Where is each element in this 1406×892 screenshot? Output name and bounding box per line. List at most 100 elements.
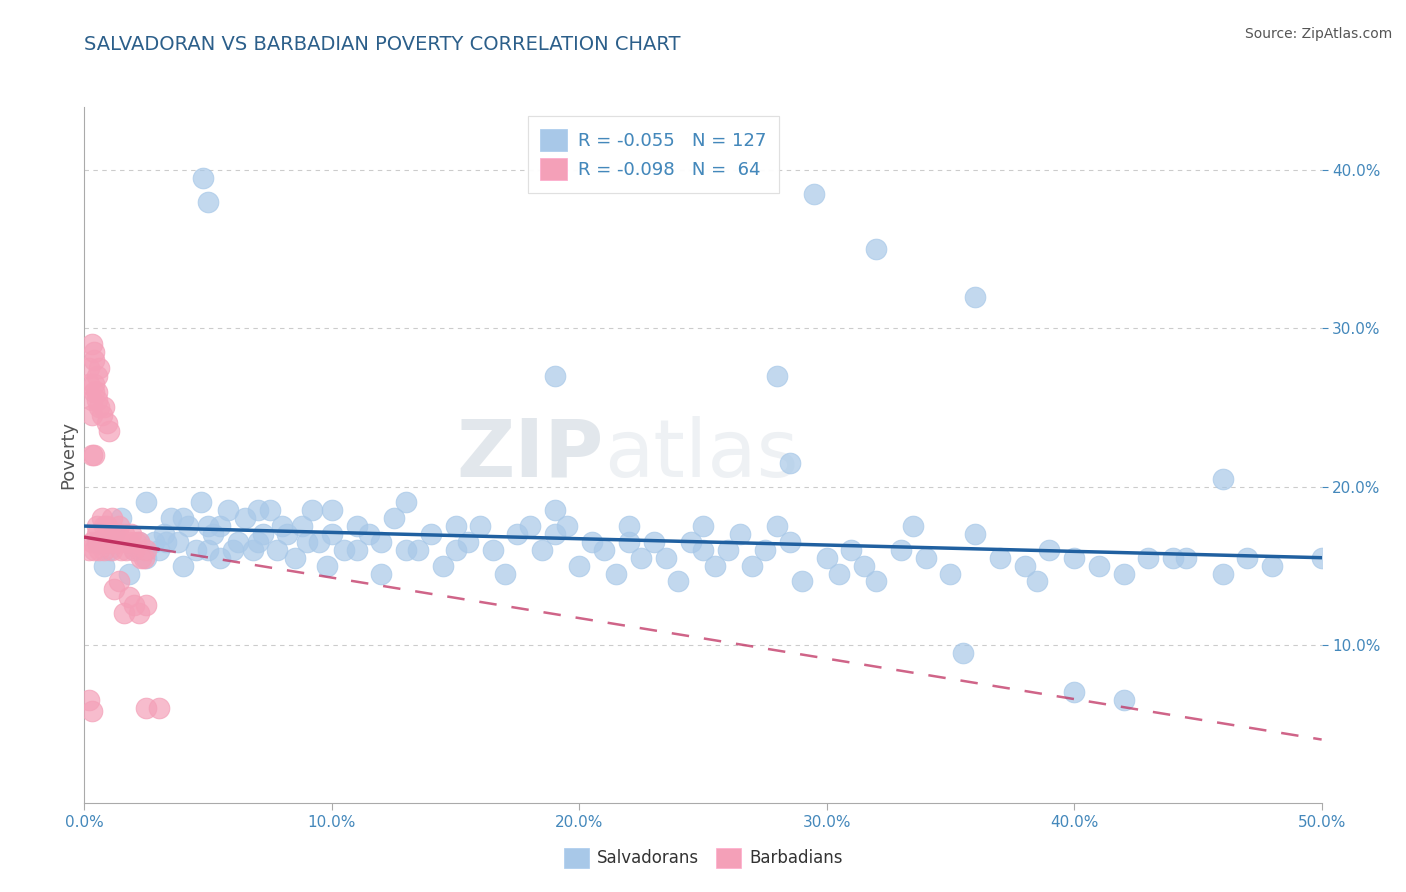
Point [80,534,103,549]
Point [177,519,200,533]
Point [803,186,825,201]
Point [132,550,155,565]
Point [148,542,170,557]
Point [717,542,740,557]
Point [86,392,108,407]
Point [630,550,652,565]
Point [1014,558,1036,573]
Point [271,519,294,533]
Point [197,194,219,209]
Point [605,566,627,581]
Point [93,401,115,415]
Point [209,519,232,533]
Point [741,558,763,573]
Point [382,511,405,525]
Point [142,534,165,549]
Point [93,542,115,557]
Point [914,550,936,565]
Point [1063,685,1085,699]
Point [110,511,132,525]
Point [1261,558,1284,573]
Point [83,384,105,399]
Point [79,360,101,375]
Point [122,598,145,612]
Point [103,527,125,541]
Point [519,519,541,533]
Point [704,558,727,573]
Point [242,542,264,557]
Point [86,368,108,383]
Point [96,417,118,431]
Point [222,542,245,557]
Point [766,368,789,383]
Point [1161,550,1184,565]
Point [83,353,105,368]
Point [1212,566,1234,581]
Point [965,290,987,304]
Point [118,591,141,605]
Point [952,646,974,660]
Point [217,503,239,517]
Point [841,542,863,557]
Point [370,566,392,581]
Point [481,542,503,557]
Point [766,519,789,533]
Point [80,704,103,718]
Point [152,527,174,541]
Point [568,558,591,573]
Point [83,448,105,462]
Point [408,542,430,557]
Point [100,511,122,525]
Point [233,511,256,525]
Point [301,503,323,517]
Y-axis label: Poverty: Poverty [59,421,77,489]
Point [333,542,356,557]
Point [779,456,801,470]
Point [86,527,108,541]
Point [315,558,337,573]
Point [103,582,125,597]
Point [965,527,987,541]
Point [90,511,112,525]
Point [79,542,101,557]
Point [190,495,212,509]
Point [80,337,103,351]
Point [432,558,454,573]
Point [790,574,813,589]
Point [1137,550,1160,565]
Point [291,519,314,533]
Point [129,550,152,565]
Point [122,542,145,557]
Point [135,598,157,612]
Point [988,550,1011,565]
Point [122,542,145,557]
Point [543,368,565,383]
Point [1236,550,1258,565]
Point [83,345,105,359]
Point [128,534,150,549]
Point [80,448,103,462]
Point [470,519,492,533]
Point [531,542,554,557]
Point [457,534,479,549]
Point [96,534,118,549]
Point [494,566,516,581]
Point [197,519,219,533]
Point [80,392,103,407]
Point [115,542,138,557]
Point [555,519,578,533]
Point [308,534,330,549]
Point [160,511,183,525]
Point [86,534,108,549]
Point [100,542,122,557]
Point [939,566,962,581]
Point [655,550,678,565]
Text: ZIP: ZIP [457,416,605,494]
Point [118,534,141,549]
Point [98,527,121,541]
Point [125,534,148,549]
Point [167,534,190,549]
Point [108,519,131,533]
Point [98,534,121,549]
Point [83,376,105,391]
